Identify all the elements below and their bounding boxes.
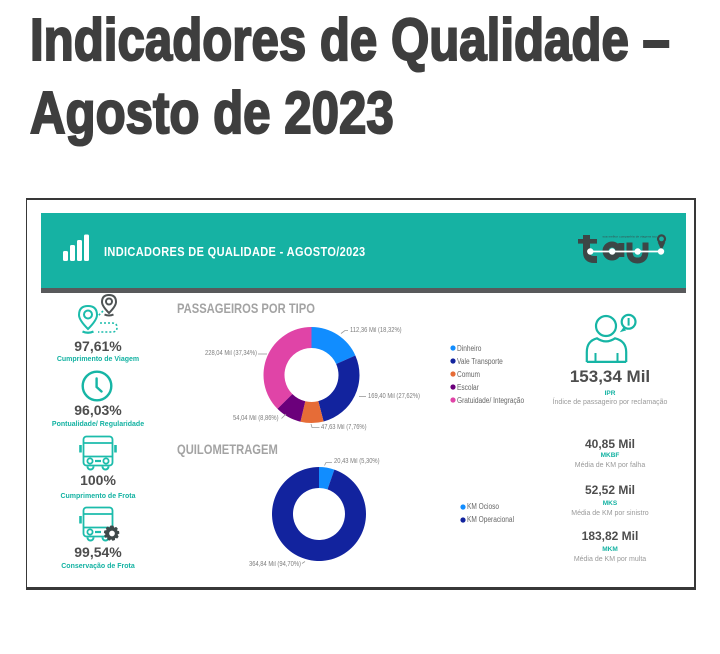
svg-text:sua melhor companhia de viagen: sua melhor companhia de viagens tau — [603, 235, 657, 239]
